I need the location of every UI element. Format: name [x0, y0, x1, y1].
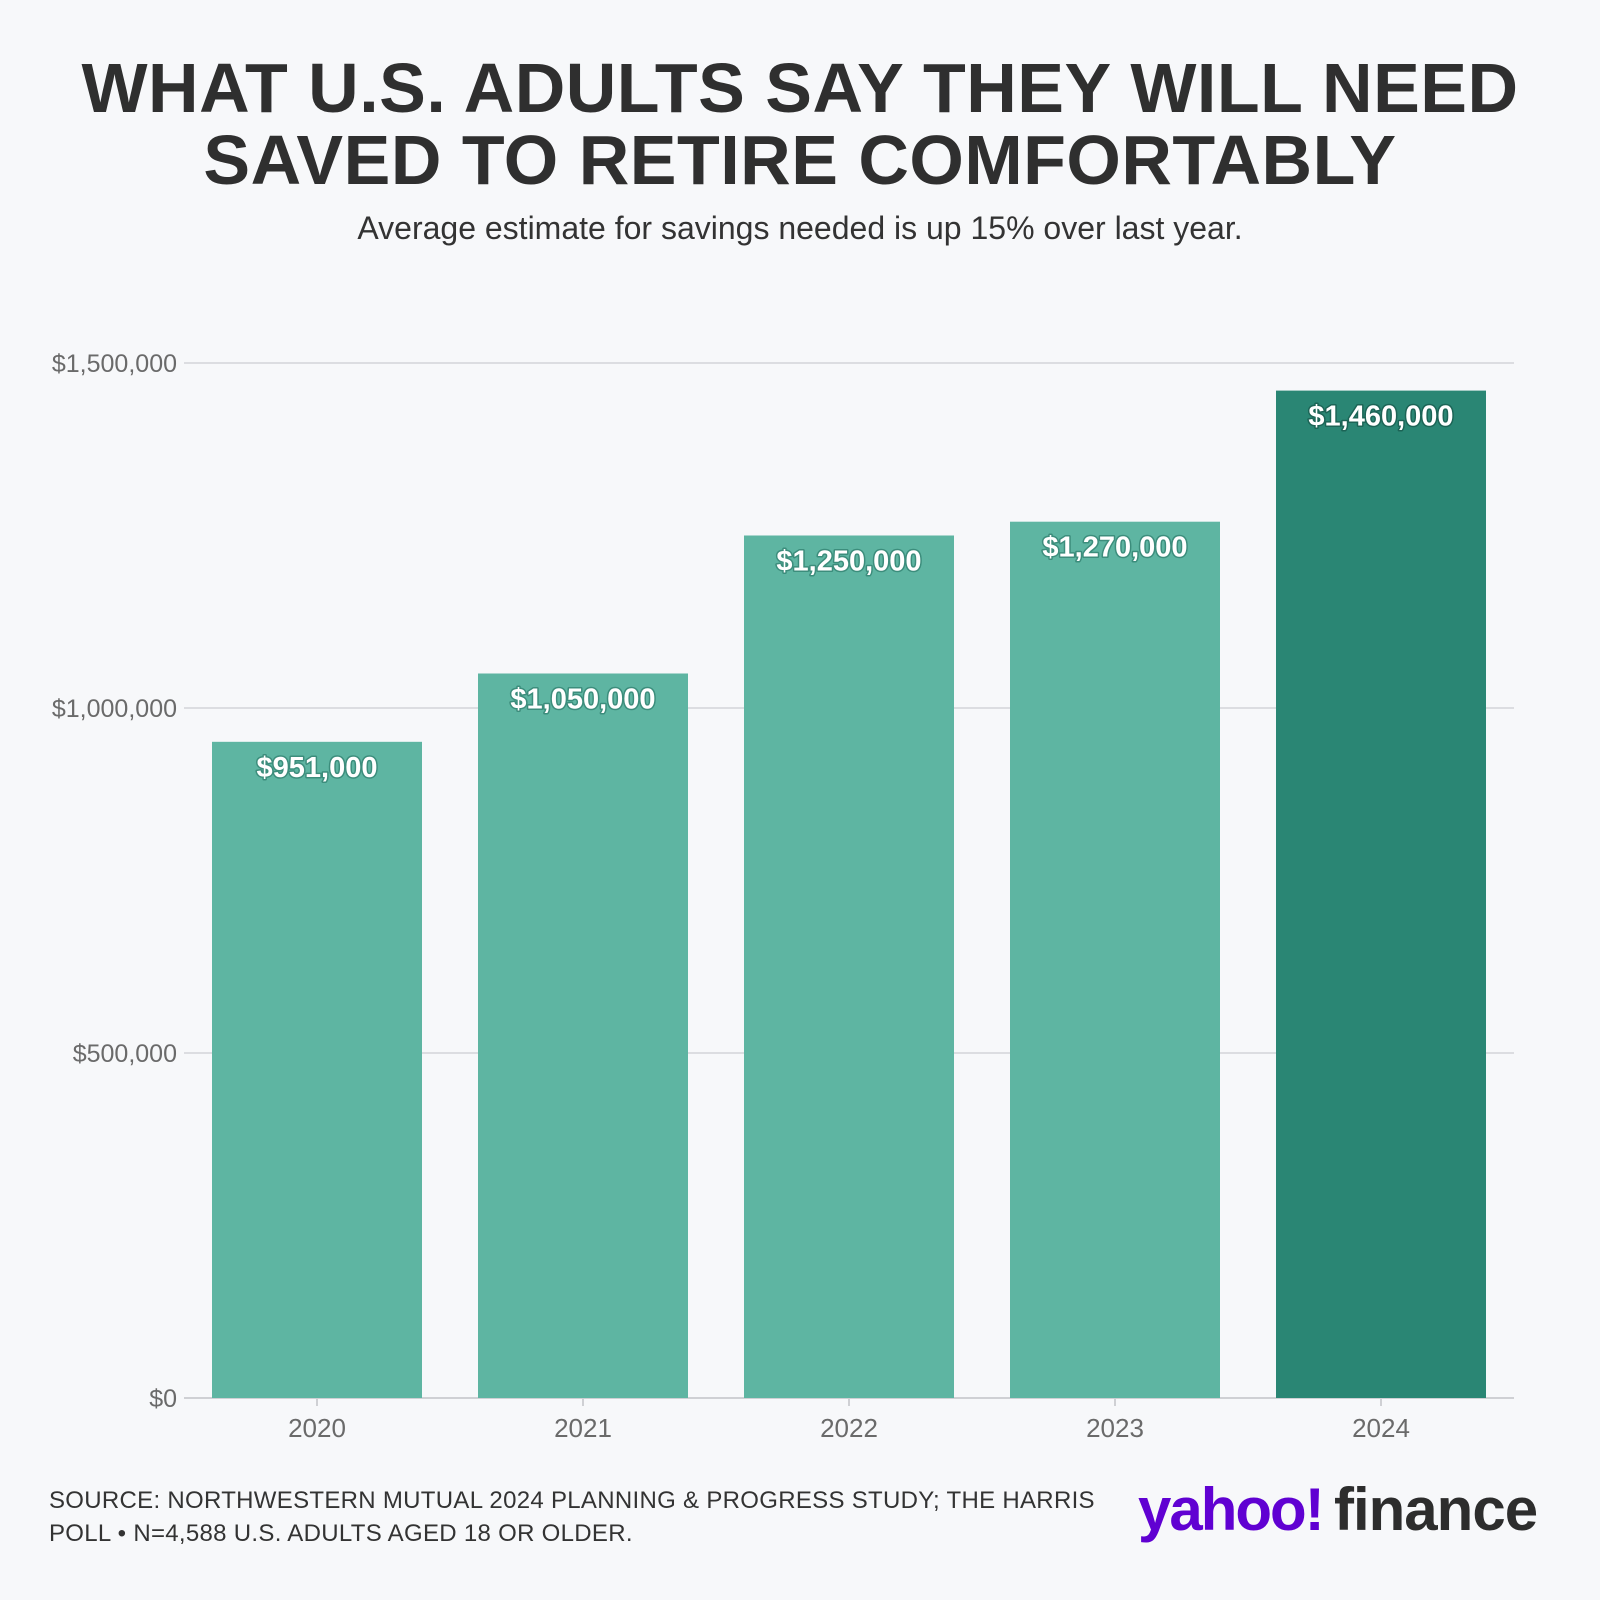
y-tick-label: $500,000 [73, 1040, 177, 1068]
x-tick-label-2022: 2022 [820, 1413, 878, 1443]
x-tick-label-2024: 2024 [1352, 1413, 1410, 1443]
data-label-2024: $1,460,000 [1308, 401, 1453, 433]
data-label-2020: $951,000 [257, 752, 378, 784]
source-note: SOURCE: NORTHWESTERN MUTUAL 2024 PLANNIN… [49, 1487, 1095, 1547]
y-tick-label: $1,500,000 [52, 350, 177, 378]
x-tick-label-2021: 2021 [554, 1413, 612, 1443]
chart-title-line-1: WHAT U.S. ADULTS SAY THEY WILL NEED [81, 49, 1519, 127]
yahoo-finance-logo: yahoo! finance [1138, 1476, 1538, 1543]
y-tick-label: $1,000,000 [52, 695, 177, 723]
y-tick-label: $0 [149, 1385, 177, 1413]
data-label-2021: $1,050,000 [510, 684, 655, 716]
x-tick-label-2023: 2023 [1086, 1413, 1144, 1443]
bar-2020 [212, 741, 422, 1398]
chart-title: WHAT U.S. ADULTS SAY THEY WILL NEED SAVE… [0, 52, 1600, 196]
logo-yahoo-text: yahoo! [1138, 1476, 1323, 1543]
bar-2021 [478, 673, 688, 1398]
chart-title-line-2: SAVED TO RETIRE COMFORTABLY [203, 121, 1397, 199]
bar-chart: $0 $500,000 $1,000,000 $1,500,000 $951,000 20… [52, 350, 1514, 1443]
chart-subtitle: Average estimate for savings needed is u… [357, 210, 1243, 246]
logo-finance-text: finance [1334, 1476, 1537, 1543]
data-label-2023: $1,270,000 [1042, 532, 1187, 564]
bar-2023 [1010, 521, 1220, 1398]
data-label-2022: $1,250,000 [776, 546, 921, 578]
bar-2022 [744, 535, 954, 1398]
bar-2024 [1276, 390, 1486, 1399]
x-tick-label-2020: 2020 [288, 1413, 346, 1443]
